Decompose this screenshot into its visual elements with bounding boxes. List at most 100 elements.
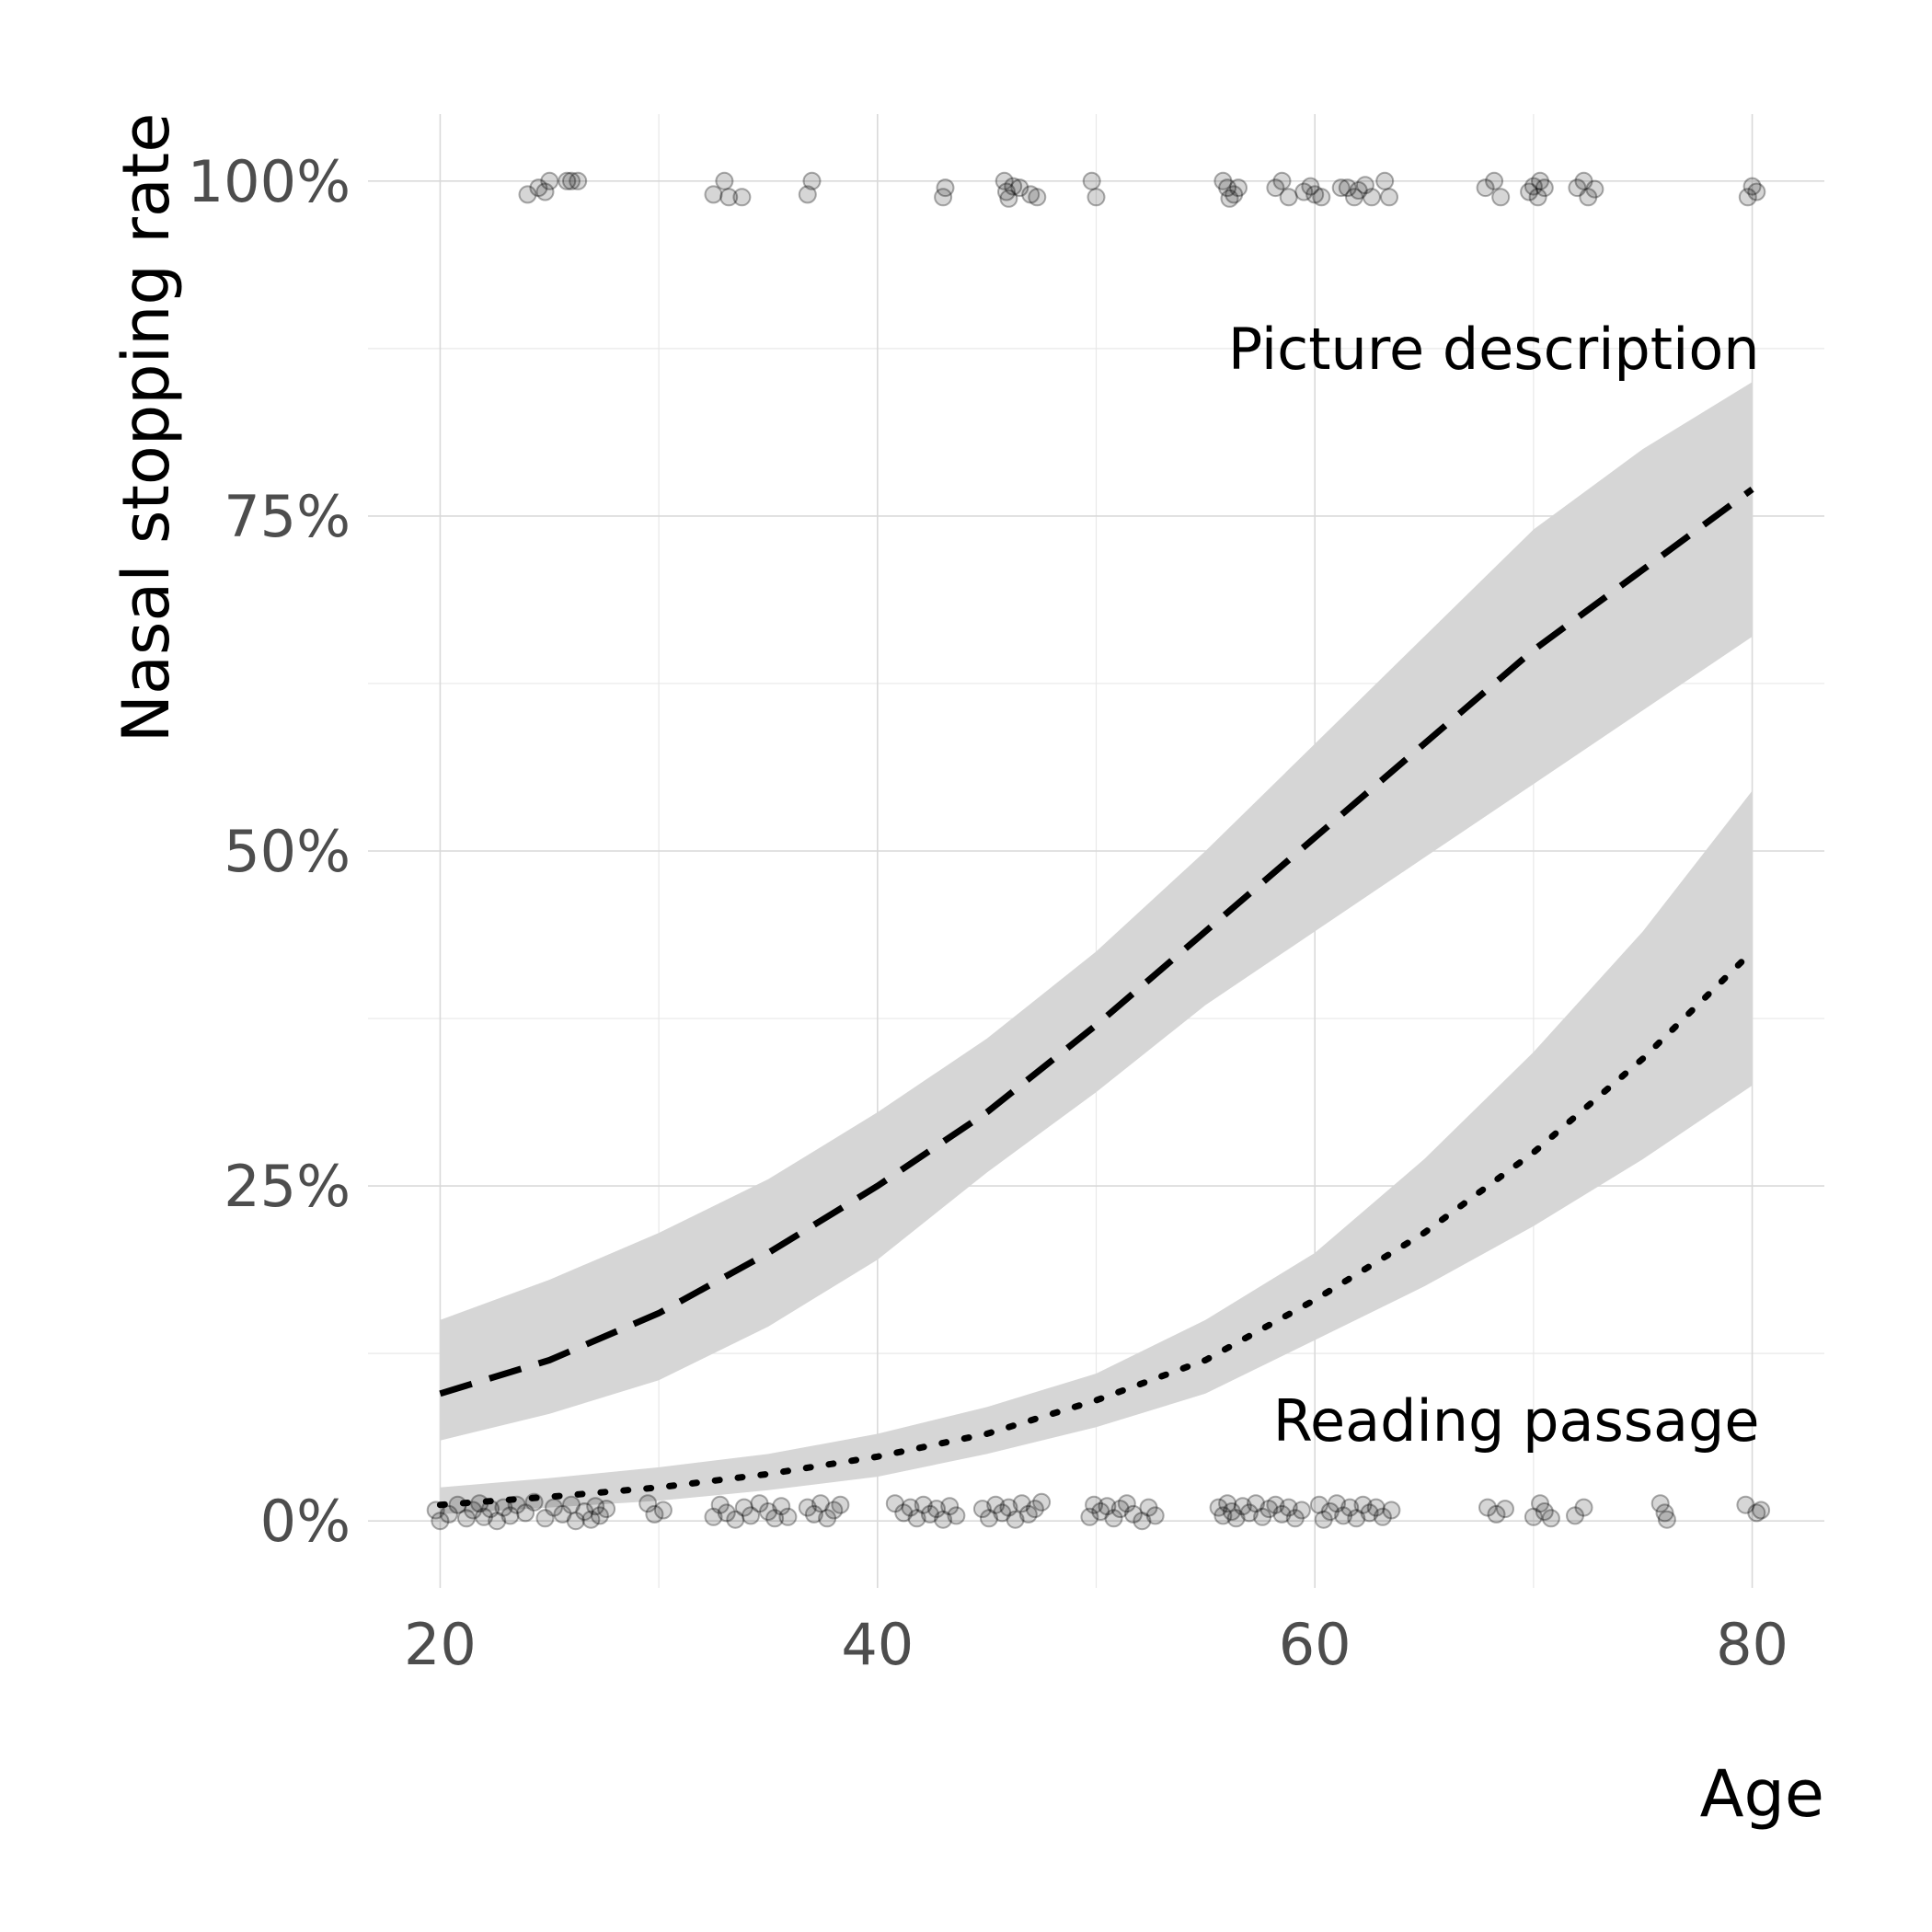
data-point	[1226, 1509, 1246, 1528]
data-point	[1382, 1501, 1401, 1520]
data-point	[562, 171, 581, 190]
data-point	[742, 1506, 760, 1525]
data-point	[1585, 179, 1604, 199]
data-point	[1349, 181, 1368, 200]
y-tick-label: 50%	[224, 818, 351, 885]
data-point	[562, 1495, 581, 1514]
data-point	[1657, 1510, 1676, 1529]
data-point	[535, 1509, 555, 1528]
data-point	[1253, 1507, 1272, 1526]
data-point	[535, 182, 555, 201]
confidence-band-dotted	[440, 790, 1753, 1514]
data-point	[1225, 185, 1244, 204]
data-point	[804, 1504, 823, 1524]
data-point	[894, 1503, 914, 1523]
data-point	[1353, 1495, 1373, 1514]
data-point	[1087, 188, 1106, 207]
data-point	[947, 1506, 966, 1525]
data-point	[1091, 1502, 1110, 1521]
data-point	[1380, 188, 1398, 207]
data-point	[1117, 1494, 1136, 1513]
data-point	[1363, 188, 1381, 207]
data-point	[980, 1509, 998, 1528]
data-point	[1292, 1501, 1311, 1520]
data-point	[1375, 171, 1395, 190]
annotation-label: Picture description	[1228, 316, 1760, 383]
data-point	[920, 1504, 939, 1524]
data-point	[1747, 1503, 1766, 1523]
data-point	[1032, 1492, 1052, 1512]
tick-labels: 20 40 60 80 0% 25% 50% 75% 100%	[188, 148, 1788, 1678]
data-point	[999, 189, 1018, 208]
data-point	[1279, 188, 1298, 207]
data-point	[1568, 178, 1587, 198]
data-point	[1535, 1502, 1554, 1521]
data-point	[1541, 1509, 1560, 1528]
data-point	[1305, 185, 1325, 204]
data-point	[1004, 177, 1023, 196]
data-point	[936, 178, 955, 198]
data-point	[507, 1495, 526, 1514]
data-point	[717, 1503, 736, 1523]
fit-lines	[436, 486, 1756, 1509]
x-tick-label: 20	[404, 1611, 477, 1678]
data-point	[734, 1498, 753, 1517]
data-point	[1334, 1506, 1353, 1525]
x-tick-label: 40	[841, 1611, 914, 1678]
data-point	[831, 1495, 850, 1514]
fit-line-dotted	[436, 948, 1756, 1509]
data-point	[1233, 1497, 1252, 1516]
data-point	[1340, 1498, 1360, 1517]
confidence-bands	[440, 382, 1753, 1514]
data-point	[1279, 1498, 1298, 1517]
data-point	[1025, 1500, 1044, 1519]
data-point	[1010, 178, 1029, 198]
data-point	[750, 1494, 769, 1513]
data-point	[1213, 1506, 1233, 1525]
data-point	[1476, 178, 1495, 198]
y-axis-title: Nasal stopping rate	[109, 113, 184, 743]
data-point	[1145, 1506, 1165, 1525]
annotations: Picture description Reading passage	[1228, 316, 1760, 1455]
data-point	[1218, 178, 1237, 198]
data-point	[638, 1494, 658, 1513]
data-point	[1104, 1509, 1123, 1528]
data-point	[1738, 188, 1757, 207]
data-point	[1650, 1494, 1670, 1513]
data-point	[772, 1497, 791, 1516]
data-point	[1085, 1495, 1104, 1514]
data-point	[597, 1500, 616, 1519]
data-point	[1222, 1502, 1241, 1521]
data-point	[1006, 1510, 1025, 1529]
data-point	[995, 171, 1014, 190]
data-point	[1360, 1503, 1379, 1523]
data-point	[907, 1509, 926, 1528]
data-point	[545, 1498, 563, 1517]
data-point	[581, 1510, 601, 1529]
data-point	[569, 171, 588, 190]
data-point	[1531, 171, 1549, 190]
data-point	[824, 1501, 844, 1520]
data-point	[1110, 1500, 1130, 1519]
data-point	[529, 178, 548, 198]
data-point	[1752, 1501, 1771, 1520]
data-point	[726, 1510, 745, 1529]
data-point	[1028, 188, 1047, 207]
data-point	[1331, 178, 1351, 198]
data-point	[558, 171, 577, 190]
data-point	[704, 1507, 723, 1526]
data-point	[1535, 178, 1554, 198]
data-point	[566, 1512, 585, 1531]
data-point	[1285, 1509, 1305, 1528]
data-point	[464, 1501, 483, 1520]
data-point	[518, 185, 537, 204]
data-point	[1491, 188, 1511, 207]
data-point	[1524, 1507, 1543, 1526]
data-point	[1328, 1494, 1346, 1513]
data-point	[1347, 1509, 1366, 1528]
data-point	[993, 1503, 1012, 1523]
data-point	[426, 1501, 445, 1520]
data-point	[1478, 1498, 1497, 1517]
data-point	[802, 171, 822, 190]
